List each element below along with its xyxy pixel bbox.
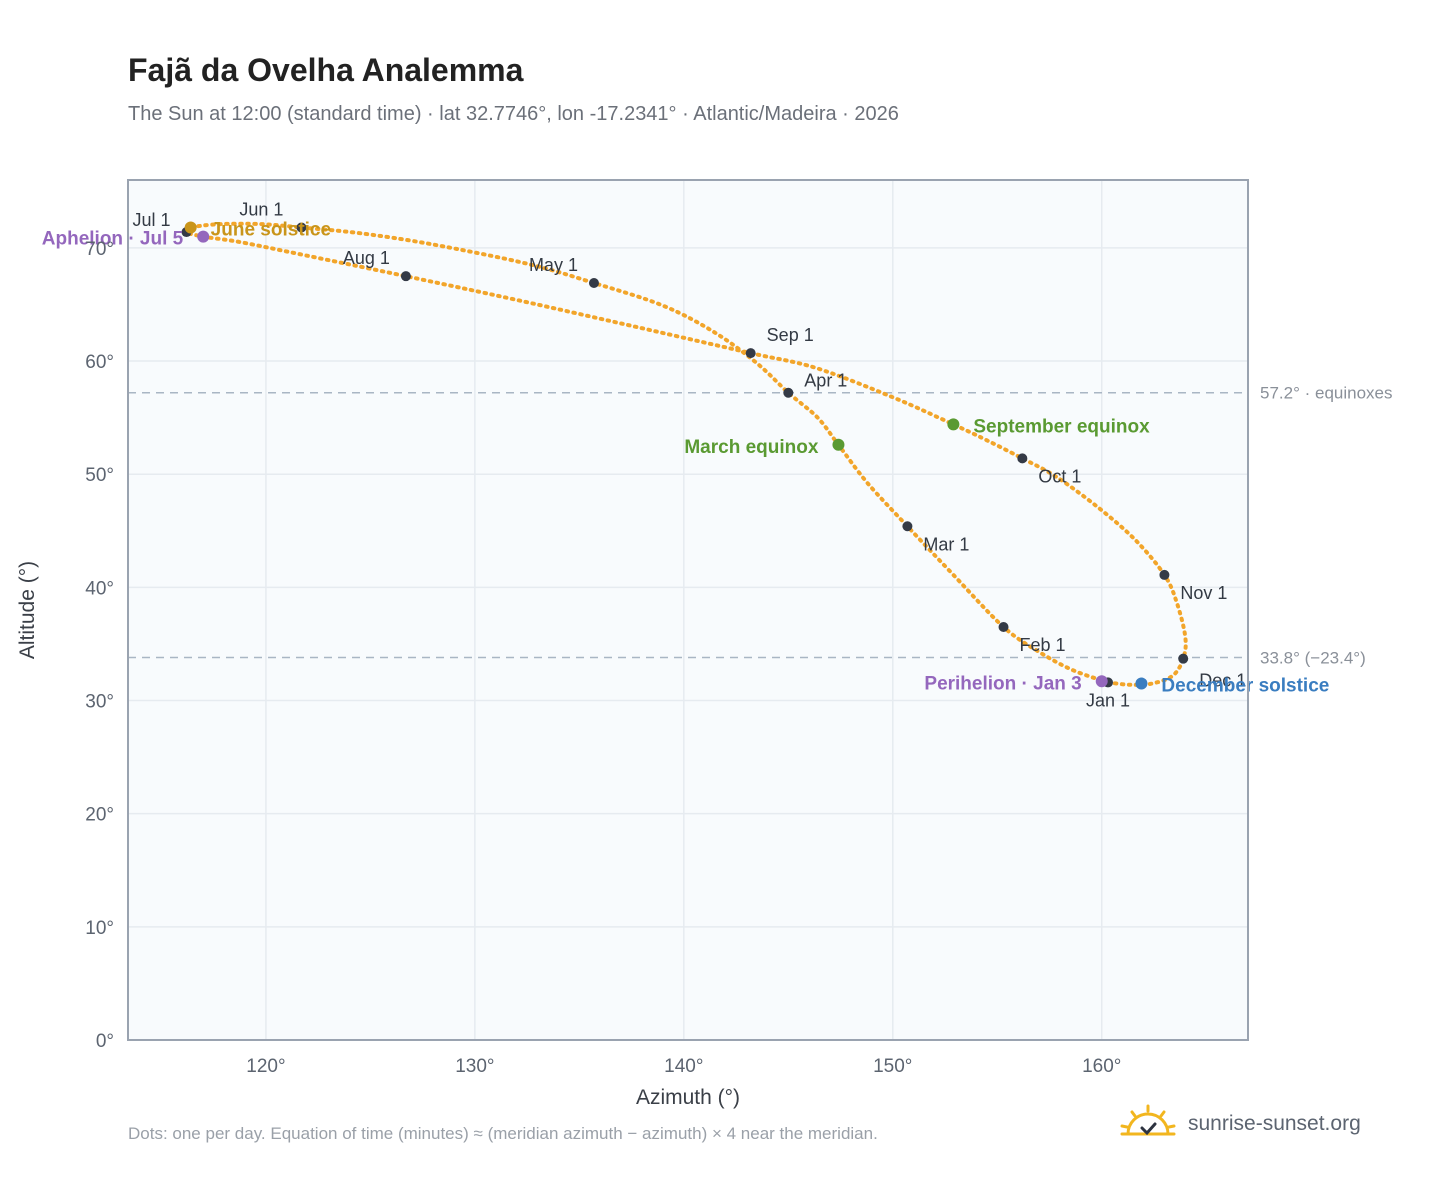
month-label: Jan 1 <box>1086 690 1130 710</box>
month-label: Aug 1 <box>343 248 390 268</box>
month-marker <box>1159 569 1170 580</box>
x-tick-label: 130° <box>455 1056 494 1077</box>
month-label: Sep 1 <box>767 325 814 345</box>
y-tick-label: 0° <box>96 1031 114 1052</box>
event-label: December solstice <box>1161 676 1329 697</box>
month-label: Mar 1 <box>923 534 969 554</box>
month-marker <box>745 348 756 359</box>
event-marker <box>184 221 197 234</box>
month-marker <box>998 621 1009 632</box>
plot-background <box>128 180 1248 1040</box>
y-tick-label: 40° <box>85 578 114 599</box>
x-tick-label: 150° <box>873 1056 912 1077</box>
footnote: Dots: one per day. Equation of time (min… <box>128 1124 878 1143</box>
month-label: Apr 1 <box>804 371 847 391</box>
y-tick-label: 30° <box>85 692 114 713</box>
analemma-daily-dots <box>183 221 1188 687</box>
reference-line-label: 33.8° (−23.4°) <box>1260 649 1366 668</box>
x-tick-label: 160° <box>1082 1056 1121 1077</box>
reference-lines: 57.2° · equinoxes 33.8° (−23.4°) <box>128 384 1393 668</box>
x-tick-label: 140° <box>664 1056 703 1077</box>
event-marker <box>1135 677 1148 690</box>
event-marker <box>1095 675 1108 688</box>
x-tick-label: 120° <box>246 1056 285 1077</box>
month-label: May 1 <box>529 255 578 275</box>
analemma-path <box>183 221 1188 687</box>
month-marker <box>400 271 411 282</box>
reference-line-label: 57.2° · equinoxes <box>1260 384 1393 403</box>
event-marker <box>832 438 845 451</box>
month-label: Jul 1 <box>132 210 170 230</box>
month-marker <box>588 277 599 288</box>
event-marker <box>197 230 210 243</box>
event-label: March equinox <box>684 437 819 458</box>
month-marker <box>783 387 794 398</box>
plot-frame <box>127 179 1249 1041</box>
y-tick-label: 20° <box>85 805 114 826</box>
x-axis-label: Azimuth (°) <box>636 1086 740 1109</box>
event-label: June solstice <box>211 220 331 241</box>
y-tick-label: 70° <box>85 239 114 260</box>
month-label: Jun 1 <box>239 200 283 220</box>
y-axis-label: Altitude (°) <box>16 561 39 659</box>
month-label: Nov 1 <box>1180 583 1227 603</box>
event-label: Aphelion · Jul 5 <box>42 229 184 250</box>
axes: 120° 130° 140° 150° 160° 0° 10° 20° 30° 40° 50° 60°… <box>16 179 1249 1109</box>
y-tick-label: 50° <box>85 465 114 486</box>
brand-name: sunrise-sunset.org <box>1188 1112 1361 1135</box>
month-marker <box>1178 653 1189 664</box>
event-label: September equinox <box>973 416 1150 437</box>
month-marker <box>1017 453 1028 464</box>
month-marker <box>296 222 307 233</box>
event-label: Perihelion · Jan 3 <box>924 673 1081 694</box>
y-tick-label: 60° <box>85 352 114 373</box>
month-label: Oct 1 <box>1038 466 1081 486</box>
month-label: Dec 1 <box>1199 671 1246 691</box>
y-tick-label: 10° <box>85 918 114 939</box>
chart-title: Fajã da Ovelha Analemma <box>128 52 524 88</box>
event-marker <box>947 418 960 431</box>
plot-area <box>128 180 1248 1040</box>
sun-icon <box>1120 1104 1176 1136</box>
chart-subtitle: The Sun at 12:00 (standard time) · lat 3… <box>128 103 899 125</box>
event-markers: March equinox September equinox June solst… <box>42 220 1330 697</box>
month-marker <box>902 521 913 532</box>
month-label: Feb 1 <box>1020 635 1066 655</box>
month-markers: Jan 1 Feb 1 Mar 1 Apr 1 May 1 Jun 1 Jul 1 Aug 1… <box>132 200 1246 711</box>
brand[interactable]: sunrise-sunset.org <box>1120 1102 1361 1146</box>
